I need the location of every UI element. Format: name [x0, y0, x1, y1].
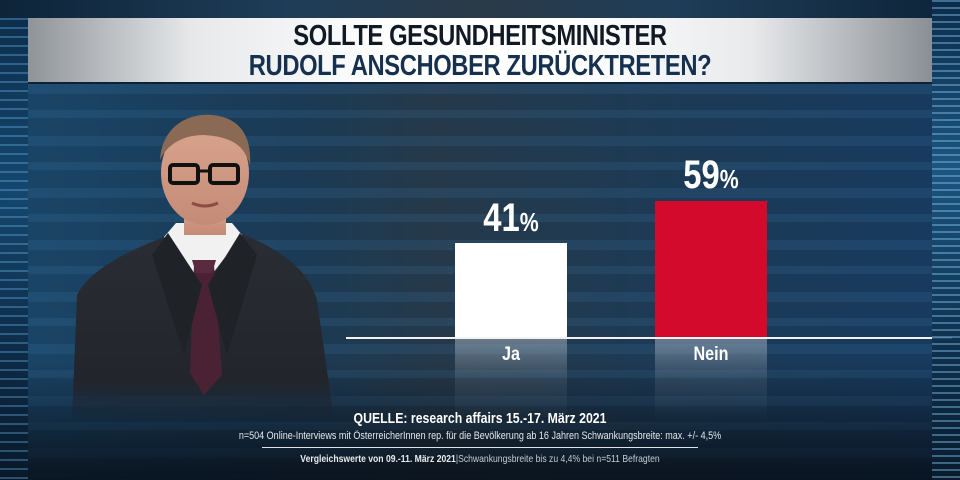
title-banner: SOLLTE GESUNDHEITSMINISTER RUDOLF ANSCHO…	[28, 18, 932, 84]
comparison-note-rest: |Schwankungsbreite bis zu 4,4% bei n=511…	[455, 453, 660, 465]
comparison-note-bold: Vergleichswerte von 09.-11. März 2021	[300, 453, 456, 465]
chart-baseline	[346, 337, 952, 339]
source-methodology: n=504 Online-Interviews mit Österreicher…	[238, 430, 722, 442]
bar-value-ja: 41%	[483, 196, 539, 240]
person-photo	[72, 105, 337, 420]
source-divider	[262, 447, 698, 448]
source-title: QUELLE: research affairs 15.-17. März 20…	[353, 410, 607, 427]
category-label-ja: Ja	[502, 344, 520, 365]
title-line-1: SOLLTE GESUNDHEITSMINISTER	[293, 20, 667, 52]
comparison-note: Vergleichswerte von 09.-11. März 2021|Sc…	[86, 453, 873, 465]
bar-nein	[655, 201, 767, 338]
bar-reflection-nein	[655, 339, 767, 419]
bar-ja	[455, 243, 567, 338]
title-line-2: RUDOLF ANSCHOBER ZURÜCKTRETEN?	[248, 50, 712, 82]
category-label-nein: Nein	[693, 344, 729, 365]
bar-reflection-ja	[455, 339, 567, 419]
top-background-strip	[0, 0, 960, 18]
bar-value-nein: 59%	[683, 153, 739, 197]
